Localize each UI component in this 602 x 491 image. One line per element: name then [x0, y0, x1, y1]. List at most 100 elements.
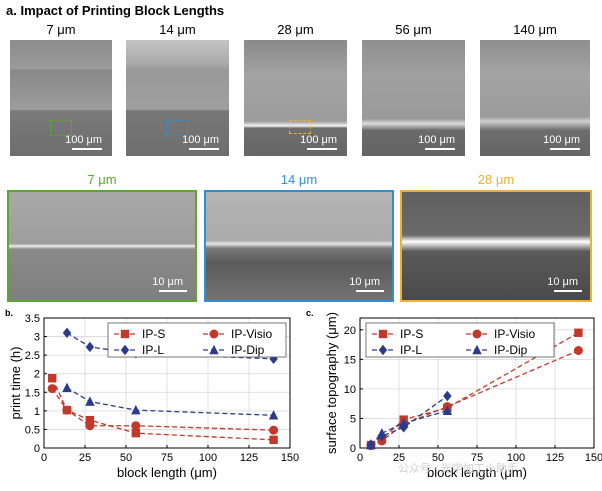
legend-label: IP-S	[142, 327, 165, 341]
legend-label: IP-L	[142, 343, 164, 357]
series-line-ip-dip	[370, 410, 448, 446]
highlight-box-blue	[166, 120, 188, 136]
data-point-ip-dip	[131, 404, 141, 415]
scale-label: 100 μm	[543, 134, 580, 146]
watermark-text: 公众号 · 光学加工小助手	[398, 463, 518, 475]
series-line-ip-s	[51, 377, 274, 441]
legend-marker	[378, 329, 388, 339]
y-tick-label: 1.5	[25, 387, 40, 399]
x-tick-label: 50	[120, 452, 132, 464]
panel-c-letter: c.	[306, 308, 314, 318]
legend-label: IP-Dip	[231, 343, 265, 357]
legend-label: IP-L	[400, 343, 422, 357]
legend-label: IP-Dip	[494, 343, 528, 357]
y-tick-label: 2	[34, 369, 40, 381]
data-point-ip-visio	[47, 384, 57, 394]
chart-print-time: 0 25 50 75 100 125 150 0 0.5 1 1.5 2 2.5 3 3.5 block le…	[8, 313, 299, 480]
x-tick-label: 0	[357, 452, 363, 464]
x-axis-label: block length (μm)	[427, 465, 527, 480]
series-line-ip-visio	[51, 388, 274, 431]
y-axis-label: print time (h)	[8, 347, 23, 420]
top-label-28: 28 μm	[277, 22, 314, 37]
scale-bar	[159, 290, 187, 292]
data-point-ip-dip	[268, 410, 279, 420]
data-point-ip-dip	[366, 439, 376, 450]
legend-box	[365, 322, 555, 358]
zoom-label-7: 7 μm	[87, 172, 117, 187]
top-label-56: 56 μm	[395, 22, 432, 37]
legend-marker	[378, 344, 388, 356]
legend-marker	[209, 344, 219, 355]
panel-b-letter: b.	[5, 308, 13, 318]
x-tick-label: 100	[199, 452, 217, 464]
data-point-ip-s	[85, 415, 95, 425]
x-tick-label: 75	[471, 452, 483, 464]
data-point-ip-l	[85, 341, 95, 353]
data-point-ip-l	[443, 390, 452, 402]
series-line-ip-visio	[370, 349, 579, 447]
y-tick-label: 0	[34, 443, 40, 455]
data-point-ip-dip	[442, 405, 453, 415]
legend-marker	[472, 329, 482, 339]
data-point-ip-s	[269, 435, 278, 445]
y-tick-label: 15	[344, 354, 356, 366]
scale-label: 100 μm	[182, 134, 219, 146]
sem-image-140um: 100 μm	[480, 40, 590, 156]
legend-marker	[472, 344, 482, 355]
legend-marker	[120, 344, 130, 356]
scale-label: 10 μm	[152, 276, 183, 288]
data-point-ip-visio	[131, 421, 141, 431]
sem-zoom-7um: 10 μm	[7, 190, 197, 302]
data-point-ip-dip	[85, 396, 95, 406]
x-tick-label: 100	[507, 452, 525, 464]
data-point-ip-s	[574, 328, 583, 337]
x-tick-label: 25	[393, 452, 405, 464]
x-tick-label: 0	[41, 452, 47, 464]
y-tick-label: 10	[344, 384, 356, 396]
y-tick-label: 2.5	[25, 350, 40, 362]
data-point-ip-visio	[269, 425, 279, 435]
scale-bar	[189, 148, 219, 150]
highlight-box-orange	[289, 120, 311, 134]
scale-label: 100 μm	[300, 134, 337, 146]
scale-bar	[307, 148, 337, 150]
legend-label: IP-Visio	[494, 327, 535, 341]
y-tick-label: 5	[350, 413, 356, 425]
legend-label: IP-S	[400, 327, 423, 341]
scale-label: 100 μm	[418, 134, 455, 146]
x-axis-label: block length (μm)	[117, 465, 217, 480]
scale-bar	[550, 148, 580, 150]
y-tick-label: 0	[350, 443, 356, 455]
data-point-ip-dip	[398, 417, 409, 428]
sem-image-28um: 100 μm	[244, 40, 347, 156]
panel-a-title: a. Impact of Printing Block Lengths	[6, 3, 225, 18]
x-tick-label: 25	[79, 452, 91, 464]
x-tick-label: 150	[281, 452, 299, 464]
scale-label: 10 μm	[349, 276, 380, 288]
y-axis-label: surface topography (μm)	[324, 312, 339, 454]
data-point-ip-dip	[377, 428, 387, 438]
scale-bar	[425, 148, 455, 150]
legend-label: IP-Visio	[231, 327, 272, 341]
y-tick-label: 3.5	[25, 313, 40, 325]
sem-image-56um: 100 μm	[362, 40, 465, 156]
legend-box	[107, 322, 287, 358]
x-tick-label: 50	[432, 452, 444, 464]
top-label-7: 7 μm	[46, 22, 76, 37]
sem-zoom-28um: 10 μm	[400, 190, 592, 302]
data-point-ip-visio	[62, 405, 72, 415]
scale-label: 100 μm	[65, 134, 102, 146]
data-point-ip-visio	[573, 346, 583, 355]
highlight-box-green	[50, 120, 72, 136]
data-point-ip-visio	[85, 421, 95, 431]
top-label-14: 14 μm	[159, 22, 196, 37]
legend-marker	[209, 329, 219, 339]
legend-marker	[120, 329, 130, 339]
data-point-ip-s	[131, 428, 141, 438]
sem-image-14um: 100 μm	[126, 40, 229, 156]
chart-surface-topography: 0 25 50 75 100 125 150 0 5 10 15 20 block length (μm…	[324, 312, 602, 480]
zoom-label-14: 14 μm	[280, 172, 318, 187]
data-point-ip-dip	[62, 382, 72, 393]
x-tick-label: 75	[161, 452, 173, 464]
data-point-ip-s	[48, 373, 57, 383]
